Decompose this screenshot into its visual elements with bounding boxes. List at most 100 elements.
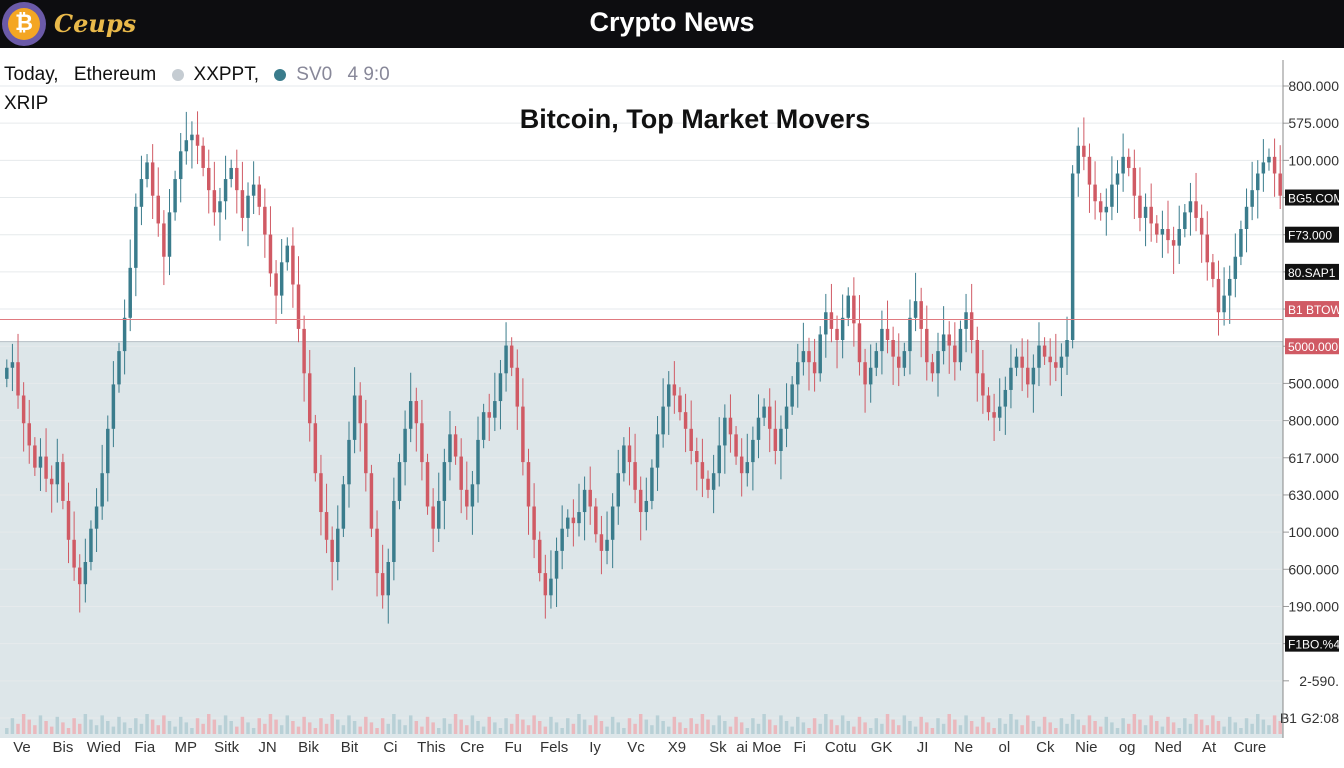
- candle[interactable]: [1171, 240, 1176, 246]
- candle[interactable]: [319, 473, 323, 513]
- candle[interactable]: [975, 340, 980, 374]
- candle[interactable]: [1082, 145, 1086, 157]
- candle[interactable]: [1121, 156, 1125, 174]
- candle[interactable]: [16, 362, 20, 396]
- candle[interactable]: [313, 423, 318, 474]
- candle[interactable]: [184, 140, 189, 152]
- price-chart[interactable]: Bitcoin, Top Market Movers 800.000 575.00…: [0, 48, 1344, 768]
- candle[interactable]: [1076, 145, 1080, 174]
- candle[interactable]: [560, 528, 564, 551]
- candle[interactable]: [263, 206, 267, 235]
- candle[interactable]: [627, 445, 632, 463]
- candle[interactable]: [117, 351, 121, 385]
- candle[interactable]: [408, 401, 413, 429]
- candle[interactable]: [66, 500, 71, 540]
- candle[interactable]: [930, 362, 935, 374]
- candle[interactable]: [891, 340, 895, 357]
- candle[interactable]: [515, 367, 520, 407]
- candle[interactable]: [106, 428, 110, 474]
- candle[interactable]: [756, 417, 761, 440]
- candle[interactable]: [162, 223, 166, 257]
- candle[interactable]: [414, 401, 419, 424]
- candle[interactable]: [493, 401, 497, 418]
- candle[interactable]: [403, 428, 407, 463]
- candle[interactable]: [173, 179, 177, 213]
- candle[interactable]: [908, 317, 912, 352]
- candle[interactable]: [442, 462, 447, 501]
- candle[interactable]: [257, 184, 261, 207]
- ticker-xrip[interactable]: XRIP: [4, 93, 49, 114]
- candle[interactable]: [717, 445, 721, 474]
- candle[interactable]: [465, 489, 469, 507]
- candle[interactable]: [537, 539, 542, 574]
- candle[interactable]: [1233, 256, 1238, 279]
- candle[interactable]: [55, 462, 60, 485]
- candle[interactable]: [481, 412, 486, 440]
- candle[interactable]: [235, 167, 239, 191]
- candle[interactable]: [1227, 278, 1232, 296]
- candle[interactable]: [1059, 356, 1064, 368]
- bitcoin-logo-icon[interactable]: ₿: [2, 2, 46, 46]
- candle[interactable]: [997, 406, 1002, 418]
- candle[interactable]: [251, 184, 256, 196]
- candle[interactable]: [27, 423, 31, 446]
- candle[interactable]: [986, 395, 991, 413]
- candle[interactable]: [72, 539, 76, 568]
- candle[interactable]: [1087, 156, 1092, 185]
- candle[interactable]: [958, 328, 963, 363]
- candle[interactable]: [818, 334, 822, 374]
- candle[interactable]: [1110, 184, 1114, 207]
- candle[interactable]: [863, 362, 867, 385]
- candle[interactable]: [762, 406, 766, 418]
- candle[interactable]: [128, 267, 132, 318]
- candle[interactable]: [1194, 201, 1198, 218]
- candle[interactable]: [1199, 217, 1204, 235]
- candle[interactable]: [218, 201, 222, 213]
- candle[interactable]: [33, 445, 37, 468]
- ticker-ethereum[interactable]: Ethereum: [73, 64, 157, 85]
- candle[interactable]: [835, 328, 839, 340]
- candle[interactable]: [751, 439, 755, 463]
- candle[interactable]: [341, 484, 346, 529]
- candle[interactable]: [94, 506, 99, 529]
- candle[interactable]: [773, 428, 778, 451]
- candle[interactable]: [1048, 356, 1052, 363]
- candle[interactable]: [307, 373, 312, 424]
- candle[interactable]: [829, 312, 834, 329]
- candle[interactable]: [246, 195, 250, 218]
- candle[interactable]: [650, 467, 654, 501]
- ticker-svo[interactable]: SV0: [296, 64, 333, 85]
- candle[interactable]: [100, 473, 104, 507]
- candle[interactable]: [150, 162, 155, 196]
- candle[interactable]: [801, 351, 806, 363]
- candle[interactable]: [868, 367, 873, 385]
- candle[interactable]: [375, 528, 379, 574]
- candle[interactable]: [599, 534, 604, 551]
- candle[interactable]: [695, 451, 699, 463]
- ticker-today[interactable]: Today,: [4, 64, 59, 85]
- candle[interactable]: [38, 456, 43, 468]
- candle[interactable]: [1188, 201, 1193, 213]
- candle[interactable]: [532, 506, 536, 540]
- candle[interactable]: [588, 489, 592, 507]
- candle[interactable]: [229, 167, 233, 180]
- candle[interactable]: [431, 506, 435, 529]
- candle[interactable]: [824, 312, 828, 335]
- candle[interactable]: [1009, 367, 1013, 390]
- candle[interactable]: [644, 500, 649, 513]
- candle[interactable]: [122, 317, 127, 352]
- candle[interactable]: [1239, 229, 1243, 257]
- candle[interactable]: [622, 445, 626, 474]
- candle[interactable]: [498, 373, 503, 402]
- candle[interactable]: [1183, 212, 1187, 229]
- candle[interactable]: [364, 423, 368, 474]
- candle[interactable]: [1205, 234, 1210, 263]
- candle[interactable]: [487, 412, 491, 418]
- candle[interactable]: [1278, 173, 1282, 196]
- candle[interactable]: [207, 167, 211, 191]
- candle[interactable]: [201, 145, 205, 168]
- candle[interactable]: [812, 362, 817, 374]
- candle[interactable]: [807, 351, 811, 363]
- candle[interactable]: [386, 562, 390, 596]
- candle[interactable]: [476, 439, 480, 485]
